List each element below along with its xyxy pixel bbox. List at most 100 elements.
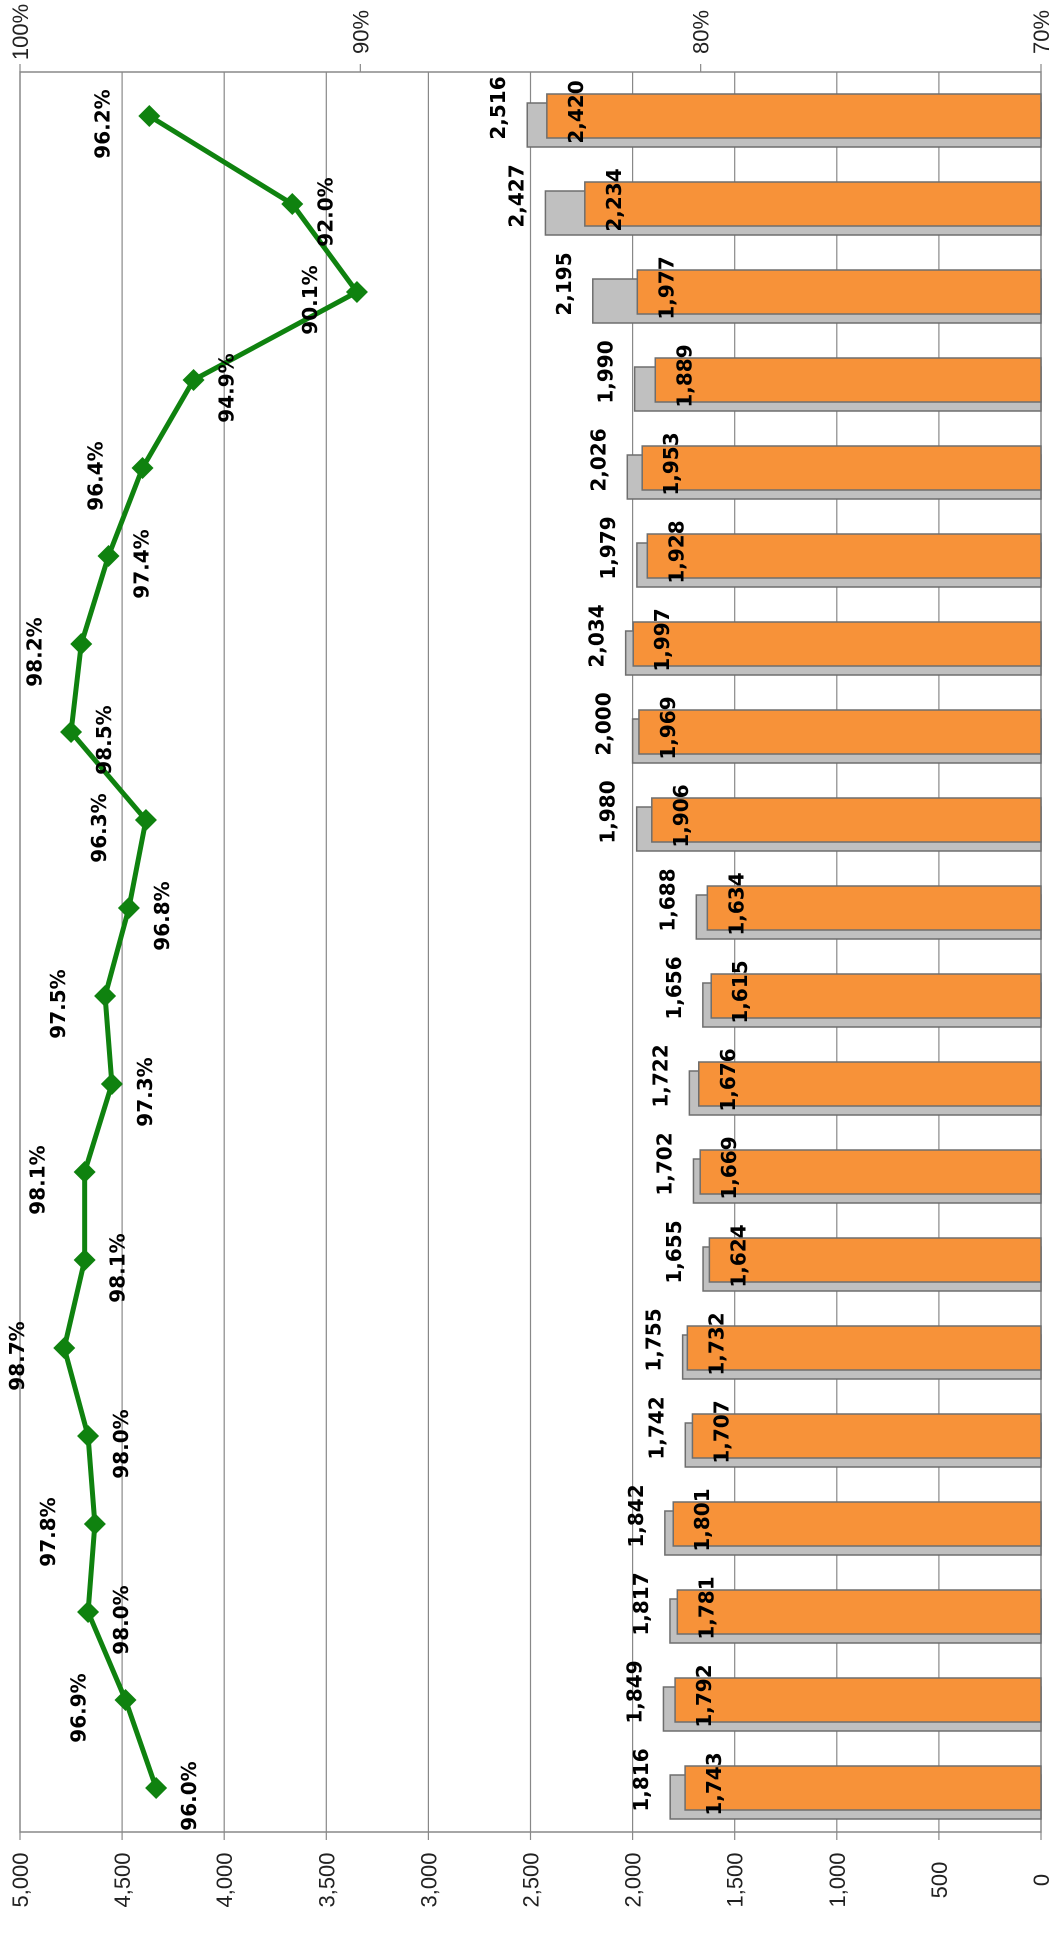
line-marker: [94, 985, 117, 1007]
gray-bar-value-label: 1,979: [596, 516, 620, 579]
orange-bar-value-label: 1,997: [650, 608, 674, 671]
orange-bar: [672, 1501, 1042, 1547]
line-marker: [83, 1513, 106, 1535]
gray-bar-value-label: 1,817: [629, 1572, 653, 1635]
gray-bar-value-label: 1,980: [596, 780, 620, 843]
gray-bar-value-label: 1,722: [648, 1044, 672, 1107]
right-axis-tick-label: 100%: [8, 4, 33, 60]
line-path: [61, 113, 360, 1789]
orange-bar: [654, 357, 1042, 403]
line-marker: [60, 721, 83, 743]
orange-bar: [636, 269, 1042, 315]
line-value-label: 96.0%: [177, 1761, 201, 1830]
orange-bar: [651, 797, 1042, 843]
orange-bar: [699, 1149, 1042, 1195]
line-marker: [53, 1337, 76, 1359]
line-value-label: 97.4%: [129, 529, 153, 598]
line-marker: [345, 281, 368, 303]
line-value-label: 96.2%: [90, 89, 114, 158]
line-marker: [134, 809, 157, 831]
line-marker: [114, 1689, 137, 1711]
orange-bar: [546, 93, 1042, 139]
orange-bar-value-label: 1,969: [656, 696, 680, 759]
left-axis-tick-label: 2,000: [621, 1852, 646, 1907]
left-axis-tick-label: 1,000: [825, 1852, 850, 1907]
left-axis-tick-label: 1,500: [723, 1852, 748, 1907]
orange-bar-value-label: 1,953: [659, 432, 683, 495]
line-value-label: 97.3%: [133, 1057, 157, 1126]
line-marker: [77, 1601, 100, 1623]
orange-bar-value-label: 1,801: [690, 1488, 714, 1551]
right-axis-tick-label: 90%: [348, 10, 373, 54]
line-value-label: 96.4%: [84, 441, 108, 510]
line-value-label: 96.3%: [87, 793, 111, 862]
line-marker: [73, 1249, 96, 1271]
orange-bar: [676, 1589, 1042, 1635]
orange-bar: [684, 1765, 1042, 1811]
gray-bar-value-label: 1,688: [655, 868, 679, 931]
gray-bar-value-label: 1,816: [629, 1748, 653, 1811]
orange-bar-value-label: 2,234: [602, 168, 626, 231]
line-value-label: 98.0%: [109, 1585, 133, 1654]
orange-bar: [686, 1325, 1042, 1371]
orange-bar: [638, 709, 1042, 755]
left-axis-tick-label: 2,500: [519, 1852, 544, 1907]
orange-bar: [646, 533, 1042, 579]
line-marker: [100, 1073, 123, 1095]
gray-bar-value-label: 1,656: [662, 956, 686, 1019]
orange-bar: [674, 1677, 1042, 1723]
gray-bar-value-label: 2,000: [592, 692, 616, 755]
line-value-label: 97.8%: [36, 1497, 60, 1566]
orange-bar-value-label: 1,624: [726, 1224, 750, 1287]
orange-bar: [641, 445, 1042, 491]
gray-bar-value-label: 2,034: [585, 604, 609, 667]
line-value-label: 94.9%: [215, 353, 239, 422]
line-value-label: 98.7%: [5, 1321, 29, 1390]
orange-bar-value-label: 1,889: [672, 344, 696, 407]
left-axis-tick-label: 5,000: [8, 1852, 33, 1907]
line-marker: [117, 897, 140, 919]
orange-bar: [632, 621, 1042, 667]
line-value-label: 98.2%: [22, 617, 46, 686]
line-marker: [77, 1425, 100, 1447]
line-value-label: 90.1%: [298, 265, 322, 334]
orange-bar-value-label: 1,615: [728, 960, 752, 1023]
line-marker: [131, 457, 154, 479]
line-value-label: 96.9%: [67, 1673, 91, 1742]
orange-bar-value-label: 1,707: [709, 1400, 733, 1463]
left-axis-tick-label: 500: [927, 1862, 952, 1899]
line-marker: [97, 545, 120, 567]
gray-bar-value-label: 1,742: [644, 1396, 668, 1459]
orange-bar-value-label: 2,420: [564, 80, 588, 143]
left-axis-tick-label: 3,000: [416, 1852, 441, 1907]
orange-bar-value-label: 1,634: [724, 872, 748, 935]
orange-bar: [698, 1061, 1042, 1107]
orange-bar-value-label: 1,928: [664, 520, 688, 583]
line-value-label: 98.1%: [26, 1145, 50, 1214]
orange-bar-value-label: 1,732: [704, 1312, 728, 1375]
line-value-label: 98.5%: [92, 705, 116, 774]
orange-bar-series: [546, 93, 1042, 1811]
line-marker: [281, 193, 304, 215]
left-axis-tick-label: 4,000: [212, 1852, 237, 1907]
data-labels: 2,516 2,420 2,427 2,234 2,195 1,977 1,990 1,889…: [5, 76, 752, 1830]
gray-bar-value-label: 1,849: [622, 1660, 646, 1723]
line-marker: [70, 633, 93, 655]
orange-bar-value-label: 1,792: [692, 1664, 716, 1727]
gray-bar-value-label: 2,427: [504, 164, 528, 227]
tick-labels: 0 500 1,000 1,500 2,000 2,500 3,000 3,500 4,000 4…: [8, 4, 1054, 1908]
line-value-label: 98.1%: [106, 1233, 130, 1302]
line-value-label: 92.0%: [313, 177, 337, 246]
line-value-label: 96.8%: [150, 881, 174, 950]
right-axis-tick-label: 70%: [1029, 10, 1054, 54]
orange-bar-value-label: 1,906: [669, 784, 693, 847]
gray-bar-value-label: 2,026: [586, 428, 610, 491]
line-marker: [182, 369, 205, 391]
gray-bar-value-label: 1,990: [594, 340, 618, 403]
orange-bar: [710, 973, 1042, 1019]
orange-bar-value-label: 1,743: [702, 1752, 726, 1815]
orange-bar: [691, 1413, 1042, 1459]
line-series: [53, 105, 368, 1799]
gray-bar-value-label: 1,655: [662, 1220, 686, 1283]
